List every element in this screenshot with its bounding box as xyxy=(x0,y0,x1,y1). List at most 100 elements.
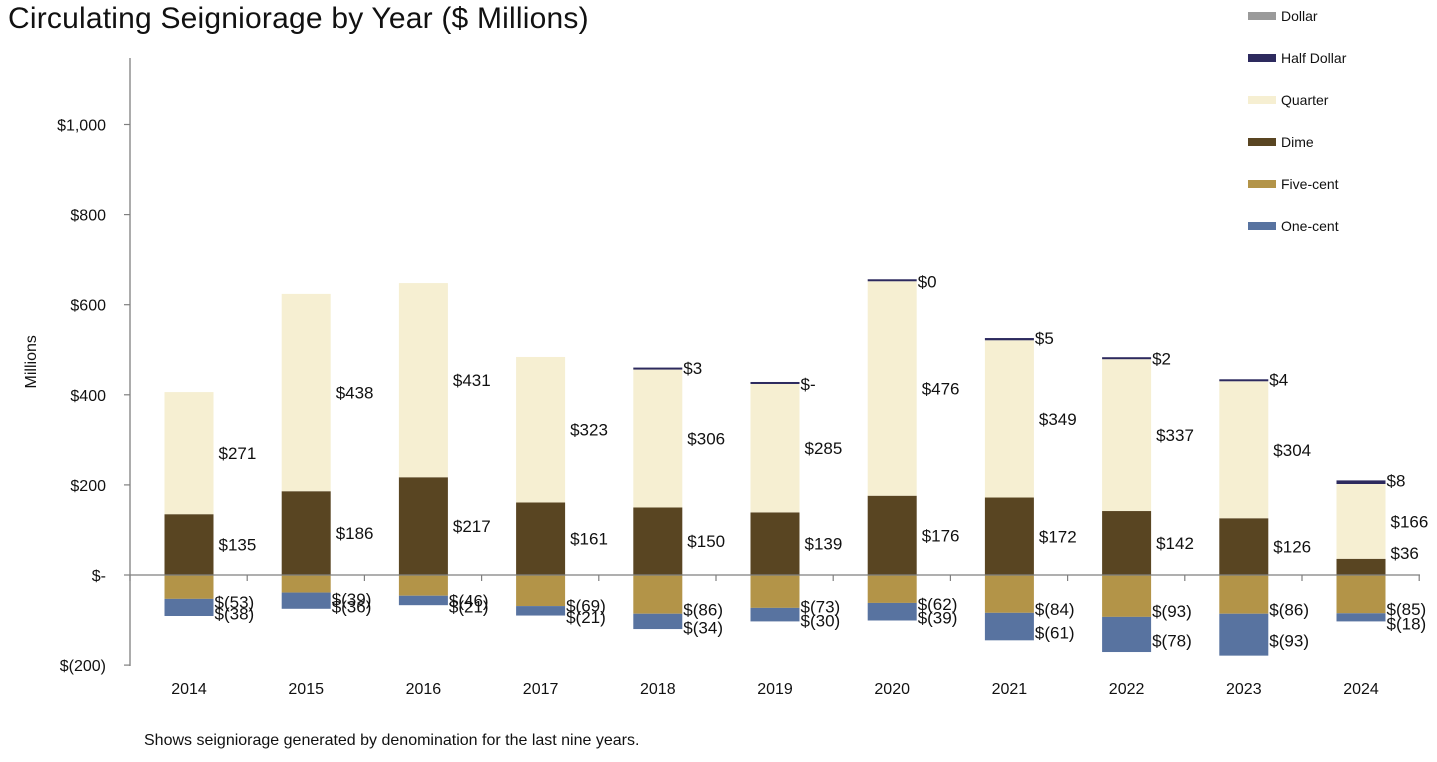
bar-half-dollar xyxy=(984,338,1034,341)
bar-dime xyxy=(750,512,800,575)
data-label-quarter: $337 xyxy=(1156,426,1194,445)
data-label-half-dollar: $2 xyxy=(1152,349,1171,368)
x-tick-label: 2017 xyxy=(523,681,559,698)
data-label-five-cent: $(69) xyxy=(566,597,606,616)
legend-label: One-cent xyxy=(1281,218,1339,234)
bar-one-cent xyxy=(164,598,214,616)
legend-item-five-cent: Five-cent xyxy=(1248,174,1428,216)
legend-item-quarter: Quarter xyxy=(1248,90,1428,132)
x-tick-label: 2024 xyxy=(1343,681,1379,698)
y-tick-label: $600 xyxy=(70,298,106,315)
data-label-dime: $217 xyxy=(453,517,491,536)
bar-quarter xyxy=(398,283,448,478)
chart-title: Circulating Seigniorage by Year ($ Milli… xyxy=(8,2,589,35)
data-label-quarter: $285 xyxy=(805,439,843,458)
data-label-one-cent: $(21) xyxy=(566,608,606,627)
bar-dime xyxy=(633,507,683,575)
bar-one-cent xyxy=(398,595,448,606)
bar-quarter xyxy=(281,293,331,492)
bar-one-cent xyxy=(281,592,331,609)
bar-dime xyxy=(281,491,331,575)
x-tick-label: 2023 xyxy=(1226,681,1262,698)
data-label-five-cent: $(84) xyxy=(1035,600,1075,619)
data-label-quarter: $438 xyxy=(336,384,374,403)
data-label-quarter: $476 xyxy=(922,379,960,398)
bar-half-dollar xyxy=(750,381,800,384)
y-tick-label: $(200) xyxy=(60,658,106,675)
bar-one-cent xyxy=(867,602,917,621)
data-label-half-dollar: $5 xyxy=(1035,329,1054,348)
x-tick-label: 2016 xyxy=(406,681,442,698)
data-label-five-cent: $(93) xyxy=(1152,602,1192,621)
data-label-one-cent: $(39) xyxy=(918,609,958,628)
data-label-half-dollar: $- xyxy=(801,375,816,394)
data-label-one-cent: $(78) xyxy=(1152,631,1192,650)
data-label-dime: $186 xyxy=(336,524,374,543)
bar-quarter xyxy=(1219,381,1269,519)
bar-half-dollar xyxy=(1102,357,1152,360)
data-label-five-cent: $(39) xyxy=(332,590,372,609)
data-label-quarter: $166 xyxy=(1391,512,1429,531)
x-tick-label: 2018 xyxy=(640,681,676,698)
bar-five-cent xyxy=(867,575,917,603)
bar-dime xyxy=(984,497,1034,575)
bar-one-cent xyxy=(1219,613,1269,656)
y-tick-label: $1,000 xyxy=(57,118,106,135)
data-label-dime: $150 xyxy=(687,532,725,551)
bar-quarter xyxy=(1102,359,1152,512)
bar-quarter xyxy=(164,392,214,515)
legend-label: Half Dollar xyxy=(1281,50,1347,66)
y-tick-label: $- xyxy=(92,568,106,585)
x-tick-label: 2022 xyxy=(1109,681,1145,698)
data-label-quarter: $306 xyxy=(687,429,725,448)
bar-dime xyxy=(1219,518,1269,575)
data-label-one-cent: $(38) xyxy=(215,604,255,623)
bar-dime xyxy=(398,477,448,575)
bar-dime xyxy=(1336,558,1386,575)
legend-item-dime: Dime xyxy=(1248,132,1428,174)
data-label-dime: $176 xyxy=(922,526,960,545)
data-label-dime: $161 xyxy=(570,530,608,549)
bar-dime xyxy=(164,514,214,575)
bar-five-cent xyxy=(398,575,448,596)
data-label-quarter: $431 xyxy=(453,371,491,390)
bar-one-cent xyxy=(633,613,683,630)
legend-swatch xyxy=(1248,180,1276,188)
y-tick-label: $200 xyxy=(70,478,106,495)
bar-five-cent xyxy=(1219,575,1269,614)
data-label-one-cent: $(61) xyxy=(1035,624,1075,643)
legend-label: Five-cent xyxy=(1281,176,1339,192)
legend-swatch xyxy=(1248,54,1276,62)
data-label-dime: $126 xyxy=(1273,538,1311,557)
bar-five-cent xyxy=(984,575,1034,613)
bar-five-cent xyxy=(1102,575,1152,617)
data-label-one-cent: $(18) xyxy=(1387,614,1427,633)
bar-one-cent xyxy=(516,606,566,616)
legend-swatch xyxy=(1248,222,1276,230)
bar-five-cent xyxy=(516,575,566,607)
bar-half-dollar xyxy=(867,279,917,282)
x-tick-label: 2014 xyxy=(171,681,207,698)
legend-swatch xyxy=(1248,138,1276,146)
data-label-five-cent: $(46) xyxy=(449,591,489,610)
legend-swatch xyxy=(1248,96,1276,104)
data-label-quarter: $323 xyxy=(570,421,608,440)
data-label-five-cent: $(73) xyxy=(801,597,841,616)
data-label-one-cent: $(93) xyxy=(1269,632,1309,651)
bar-quarter xyxy=(633,369,683,508)
data-label-five-cent: $(86) xyxy=(683,600,723,619)
data-label-five-cent: $(86) xyxy=(1269,600,1309,619)
data-label-dime: $172 xyxy=(1039,527,1077,546)
y-tick-label: $800 xyxy=(70,208,106,225)
bar-quarter xyxy=(750,383,800,513)
bar-one-cent xyxy=(1336,613,1386,622)
bar-quarter xyxy=(984,340,1034,498)
legend-label: Quarter xyxy=(1281,92,1329,108)
data-label-one-cent: $(36) xyxy=(332,598,372,617)
data-label-dime: $135 xyxy=(219,536,257,555)
data-label-half-dollar: $4 xyxy=(1269,370,1288,389)
data-label-quarter: $349 xyxy=(1039,410,1077,429)
data-label-dime: $139 xyxy=(805,535,843,554)
x-tick-label: 2020 xyxy=(874,681,910,698)
